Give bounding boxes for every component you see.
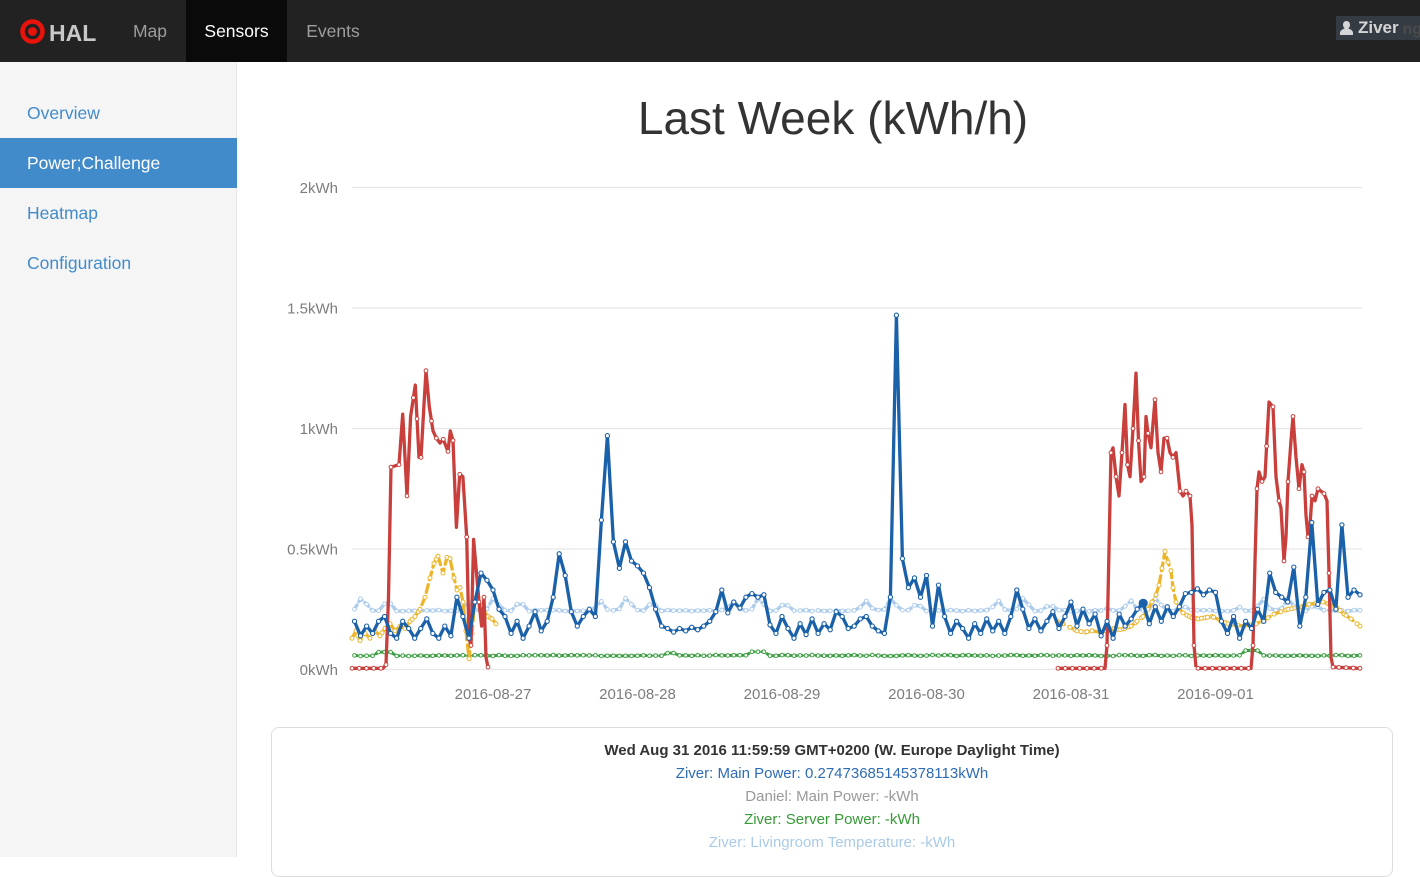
svg-text:2016-09-01: 2016-09-01: [1177, 686, 1254, 703]
svg-text:2016-08-27: 2016-08-27: [455, 686, 532, 703]
svg-text:2016-08-30: 2016-08-30: [888, 686, 965, 703]
svg-text:0.5kWh: 0.5kWh: [287, 541, 338, 558]
svg-text:2kWh: 2kWh: [300, 180, 338, 197]
svg-text:0kWh: 0kWh: [300, 662, 338, 679]
svg-text:1.5kWh: 1.5kWh: [287, 300, 338, 317]
svg-text:2016-08-28: 2016-08-28: [599, 686, 676, 703]
svg-text:2016-08-31: 2016-08-31: [1033, 686, 1110, 703]
svg-text:1kWh: 1kWh: [300, 421, 338, 438]
svg-text:2016-08-29: 2016-08-29: [744, 686, 821, 703]
